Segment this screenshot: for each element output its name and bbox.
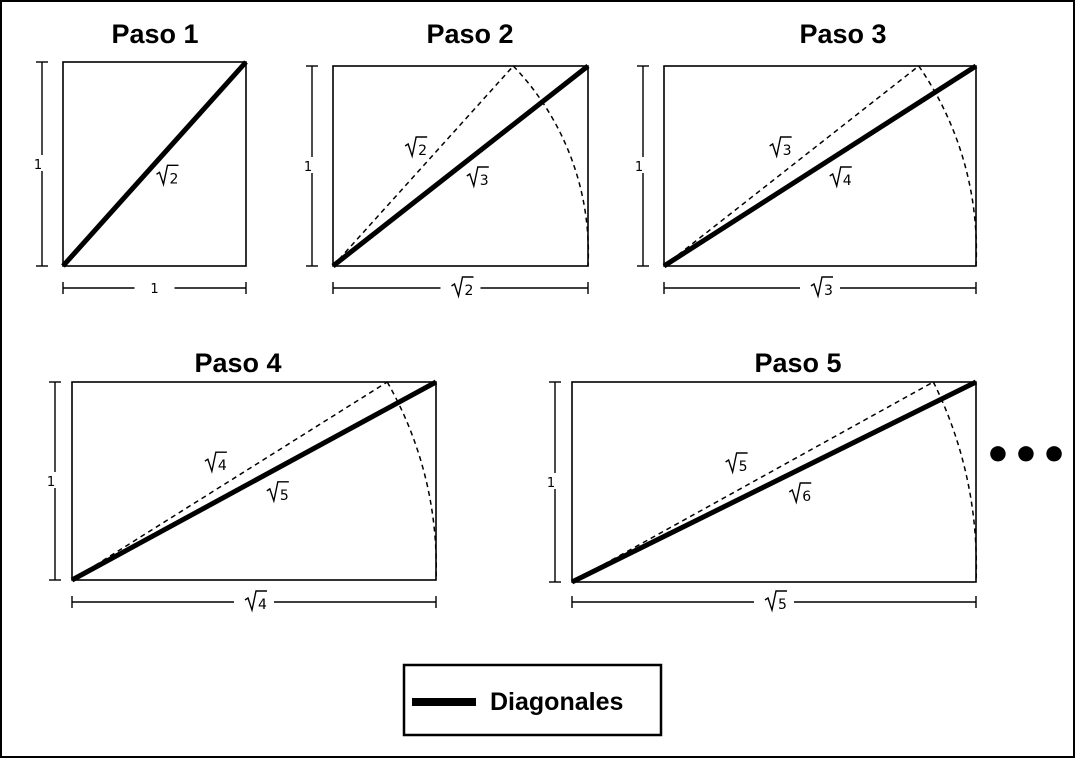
previous-diagonal-label-radicand: 4 [218, 458, 227, 474]
width-label: 1 [150, 282, 158, 297]
step-4: Paso 4 4 5 1 4 [46, 348, 436, 614]
width-label-radicand: 4 [258, 597, 267, 613]
previous-diagonal [72, 382, 387, 580]
diagonal-label-radicand: 3 [480, 173, 489, 189]
step-title: Paso 3 [799, 19, 886, 49]
previous-diagonal-label-radicand: 5 [739, 459, 748, 475]
diagonal-label-radicand: 4 [843, 173, 852, 189]
height-label: 1 [47, 475, 55, 490]
height-dimension: 1 [46, 382, 61, 580]
diagonal-label-radicand: 2 [169, 171, 178, 187]
step-title: Paso 1 [111, 19, 198, 49]
diagonal-label-radicand: 6 [802, 489, 811, 505]
height-dimension: 1 [634, 66, 649, 266]
rotation-arc [933, 382, 976, 582]
step-3: Paso 3 3 4 1 3 [634, 19, 976, 300]
diagonal-label: 3 [467, 167, 489, 189]
diagonal [664, 66, 976, 266]
height-label: 1 [635, 160, 643, 175]
diagonal-label: 5 [267, 482, 289, 504]
step-2: Paso 2 2 3 1 2 [303, 19, 588, 300]
previous-diagonal [572, 382, 933, 582]
previous-diagonal-label: 5 [726, 453, 748, 475]
step-title: Paso 4 [194, 348, 281, 378]
previous-diagonal-label: 2 [405, 137, 427, 159]
height-dimension: 1 [546, 382, 561, 582]
rotation-arc [387, 382, 436, 580]
height-dimension: 1 [303, 66, 318, 266]
step-5: Paso 5 5 6 1 5 [546, 348, 976, 614]
step-title: Paso 5 [754, 348, 841, 378]
diagonal [72, 382, 436, 580]
previous-diagonal [333, 66, 513, 266]
diagonal-label: 6 [789, 483, 811, 505]
legend-label: Diagonales [490, 688, 623, 716]
diagonal [572, 382, 976, 582]
previous-diagonal-label-radicand: 3 [783, 143, 792, 159]
width-dimension: 4 [72, 588, 436, 614]
previous-diagonal-label: 4 [205, 452, 227, 474]
width-dimension: 3 [664, 274, 976, 300]
height-label: 1 [304, 160, 312, 175]
diagonal-label: 2 [156, 165, 178, 187]
height-label: 1 [547, 476, 555, 491]
diagonal [333, 66, 588, 266]
width-label-radicand: 2 [465, 283, 474, 299]
diagonal-label: 4 [830, 167, 852, 189]
continuation-dots: ••• [984, 430, 1068, 481]
legend: Diagonales [404, 665, 661, 735]
previous-diagonal [664, 66, 919, 266]
width-dimension: 1 [63, 274, 246, 300]
height-label: 1 [34, 158, 42, 173]
previous-diagonal-label-radicand: 2 [418, 143, 427, 159]
previous-diagonal-label: 3 [770, 137, 792, 159]
width-dimension: 2 [333, 274, 588, 300]
width-label-radicand: 5 [778, 597, 787, 613]
width-label-radicand: 3 [824, 283, 833, 299]
width-dimension: 5 [572, 588, 976, 614]
diagonal [63, 62, 246, 266]
step-title: Paso 2 [426, 19, 513, 49]
diagonal-label-radicand: 5 [280, 488, 289, 504]
step-1: Paso 1 2 1 1 [33, 19, 246, 300]
height-dimension: 1 [33, 62, 48, 266]
